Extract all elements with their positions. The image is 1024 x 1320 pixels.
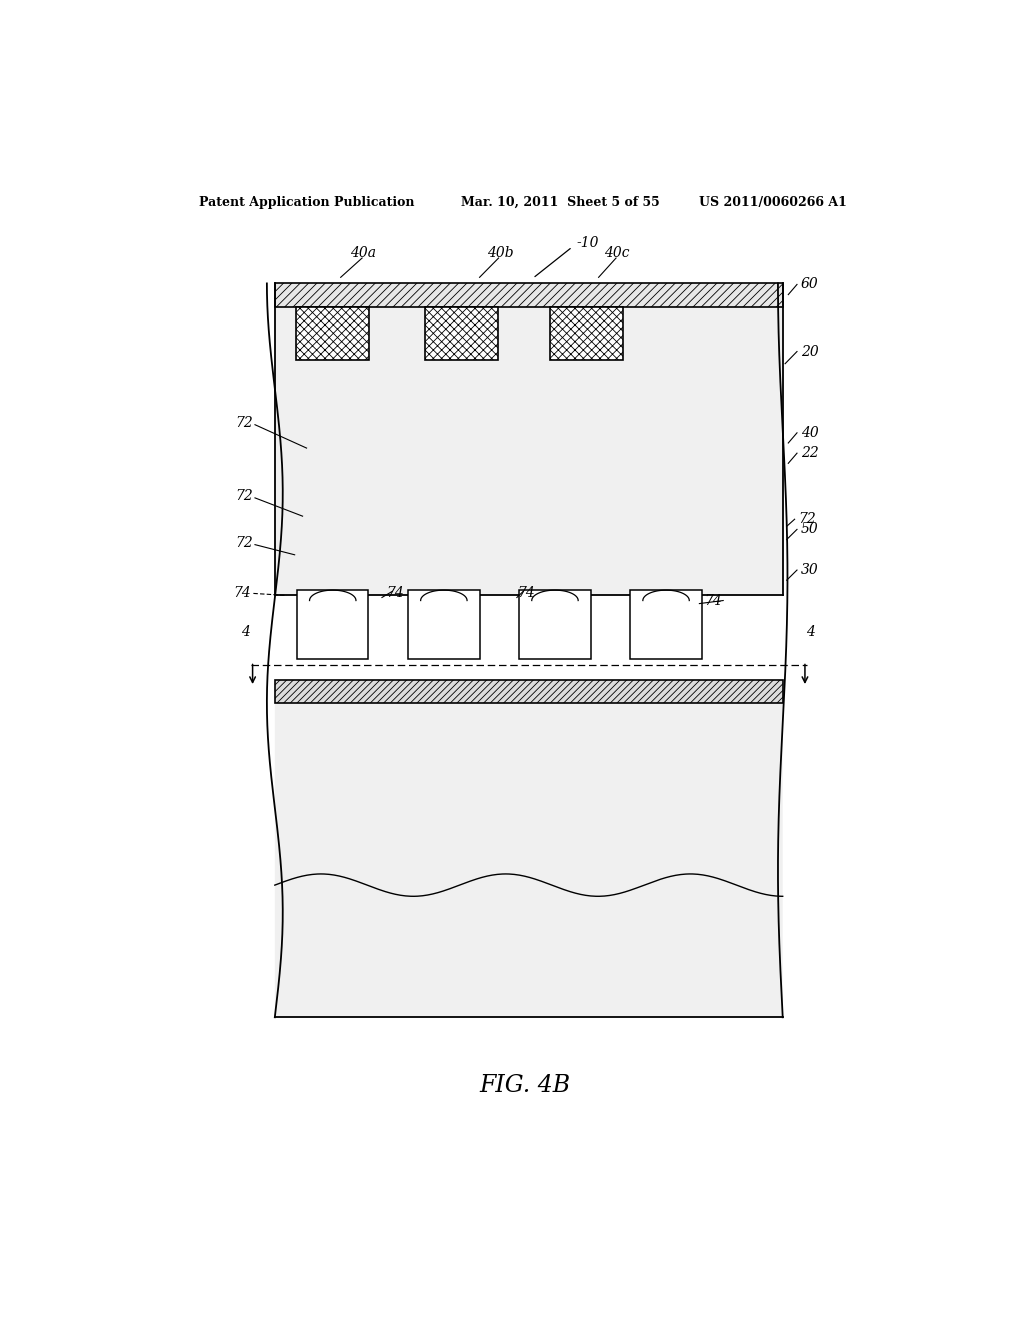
- Polygon shape: [274, 306, 782, 595]
- Text: 40: 40: [801, 426, 819, 440]
- Text: 40c: 40c: [604, 246, 630, 260]
- Text: 74: 74: [703, 594, 722, 607]
- Text: 30: 30: [801, 564, 819, 577]
- Polygon shape: [409, 590, 479, 660]
- Text: 50: 50: [801, 523, 819, 536]
- Polygon shape: [274, 284, 782, 306]
- Text: -10: -10: [577, 236, 599, 249]
- Polygon shape: [550, 306, 624, 359]
- Text: 4: 4: [806, 626, 815, 639]
- Polygon shape: [297, 590, 369, 660]
- Text: 72: 72: [236, 536, 253, 549]
- Text: 74: 74: [233, 586, 251, 601]
- Text: 72: 72: [236, 488, 253, 503]
- Polygon shape: [274, 680, 782, 704]
- Text: 20: 20: [801, 345, 819, 359]
- Text: 4: 4: [241, 626, 250, 639]
- Polygon shape: [274, 874, 782, 1018]
- Polygon shape: [519, 590, 591, 660]
- Text: 22: 22: [801, 446, 819, 461]
- Text: 60: 60: [801, 277, 819, 292]
- Text: 74: 74: [517, 586, 535, 601]
- Text: Patent Application Publication: Patent Application Publication: [200, 195, 415, 209]
- Polygon shape: [425, 306, 498, 359]
- Text: 40b: 40b: [486, 246, 513, 260]
- Polygon shape: [296, 306, 370, 359]
- Polygon shape: [274, 704, 782, 896]
- Text: 74: 74: [386, 586, 403, 601]
- Text: 72: 72: [799, 512, 816, 527]
- Text: US 2011/0060266 A1: US 2011/0060266 A1: [699, 195, 847, 209]
- Text: 40a: 40a: [350, 246, 376, 260]
- Polygon shape: [631, 590, 701, 660]
- Text: 72: 72: [236, 416, 253, 430]
- Text: Mar. 10, 2011  Sheet 5 of 55: Mar. 10, 2011 Sheet 5 of 55: [461, 195, 660, 209]
- Text: FIG. 4B: FIG. 4B: [479, 1074, 570, 1097]
- Polygon shape: [274, 595, 782, 664]
